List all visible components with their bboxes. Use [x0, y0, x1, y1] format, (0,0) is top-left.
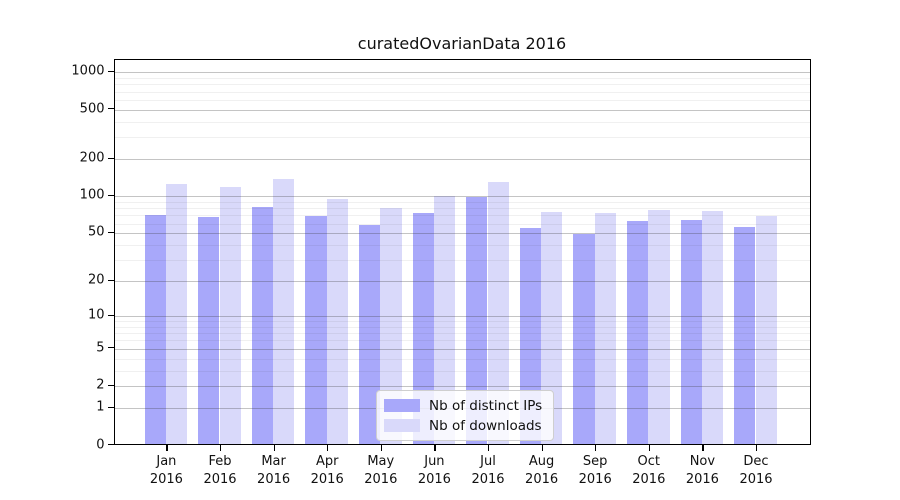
gridline-500 — [114, 109, 810, 111]
bar-distinct-ips-may — [358, 225, 381, 444]
y-axis-label-2: 2 — [96, 377, 105, 393]
y-axis-label-50: 50 — [87, 224, 105, 240]
y-axis-label-500: 500 — [79, 101, 105, 117]
gridline-minor-400 — [114, 121, 810, 123]
y-axis-label-10: 10 — [87, 307, 105, 323]
bar-downloads-dec — [755, 215, 777, 444]
bar-downloads-nov — [701, 211, 724, 444]
x-axis-label-mar: Mar 2016 — [257, 454, 291, 487]
x-axis-tick-apr — [327, 444, 329, 451]
x-axis-label-may: May 2016 — [364, 454, 398, 487]
legend-entry-downloads: Nb of downloads — [384, 417, 546, 434]
bar-distinct-ips-oct — [626, 220, 649, 444]
y-axis-tick-0 — [107, 444, 114, 446]
plot-area — [113, 59, 811, 445]
bar-downloads-aug — [541, 211, 563, 444]
x-axis-tick-jan — [166, 444, 168, 451]
x-axis-label-jul: Jul 2016 — [471, 454, 505, 487]
bar-distinct-ips-feb — [198, 217, 220, 444]
bar-distinct-ips-apr — [305, 216, 327, 444]
x-axis-tick-feb — [220, 444, 222, 451]
x-axis-label-apr: Apr 2016 — [310, 454, 344, 487]
legend-label-distinct-ips: Nb of distinct IPs — [429, 397, 543, 414]
y-axis-label-1000: 1000 — [71, 63, 105, 79]
x-axis-label-feb: Feb 2016 — [203, 454, 237, 487]
bar-distinct-ips-jan — [144, 214, 166, 444]
gridline-minor-600 — [114, 99, 810, 101]
legend: Nb of distinct IPs Nb of downloads — [376, 390, 554, 441]
gridline-minor-300 — [114, 137, 810, 139]
y-axis-label-200: 200 — [79, 150, 105, 166]
legend-label-downloads: Nb of downloads — [429, 417, 542, 434]
y-axis-tick-50 — [107, 231, 114, 233]
bar-distinct-ips-jul — [466, 197, 488, 444]
y-axis-tick-10 — [107, 314, 114, 316]
legend-swatch-distinct-ips — [384, 399, 420, 412]
bar-downloads-may — [380, 207, 402, 444]
gridline-minor-800 — [114, 84, 810, 86]
x-axis-tick-may — [380, 444, 382, 451]
gridline-1000 — [114, 72, 810, 74]
y-axis-label-5: 5 — [96, 340, 105, 356]
y-axis-tick-1000 — [107, 70, 114, 73]
x-axis-tick-aug — [541, 444, 543, 451]
x-axis-tick-mar — [273, 444, 275, 451]
bar-distinct-ips-aug — [519, 228, 542, 444]
bar-downloads-jun — [433, 196, 456, 444]
x-axis-label-nov: Nov 2016 — [685, 454, 719, 487]
bar-distinct-ips-jun — [412, 213, 434, 444]
x-axis-label-sep: Sep 2016 — [578, 454, 612, 487]
y-axis-tick-5 — [107, 347, 114, 349]
x-axis-tick-dec — [756, 444, 758, 451]
x-axis-tick-jun — [434, 444, 436, 451]
x-axis-label-jun: Jun 2016 — [417, 454, 451, 487]
gridline-200 — [114, 159, 810, 161]
bar-downloads-oct — [648, 209, 670, 444]
y-axis-tick-200 — [107, 157, 114, 159]
x-axis-label-jan: Jan 2016 — [149, 454, 183, 487]
legend-swatch-downloads — [384, 419, 420, 432]
bar-downloads-mar — [273, 179, 295, 444]
y-axis-tick-2 — [107, 384, 114, 386]
gridline-minor-900 — [114, 78, 810, 80]
bar-downloads-feb — [219, 187, 241, 444]
bar-downloads-jul — [487, 182, 509, 444]
bar-downloads-jan — [165, 183, 188, 444]
bar-distinct-ips-mar — [251, 206, 274, 444]
bar-distinct-ips-sep — [573, 234, 595, 444]
x-axis-label-dec: Dec 2016 — [739, 454, 773, 487]
bar-downloads-sep — [594, 212, 617, 444]
legend-entry-distinct-ips: Nb of distinct IPs — [384, 397, 546, 414]
x-axis-tick-oct — [648, 444, 650, 451]
y-axis-label-0: 0 — [96, 437, 105, 452]
bar-distinct-ips-dec — [734, 227, 756, 444]
x-axis-tick-nov — [702, 444, 704, 451]
x-axis-label-aug: Aug 2016 — [525, 454, 559, 487]
y-axis-label-1: 1 — [96, 399, 105, 415]
x-axis-label-oct: Oct 2016 — [632, 454, 666, 487]
y-axis-tick-20 — [107, 279, 114, 281]
x-axis-tick-sep — [595, 444, 597, 451]
bar-downloads-apr — [326, 199, 349, 444]
y-axis-tick-500 — [107, 108, 114, 110]
x-axis-tick-jul — [488, 444, 490, 451]
bar-distinct-ips-nov — [680, 219, 702, 444]
gridline-minor-700 — [114, 91, 810, 93]
y-axis-label-100: 100 — [79, 187, 105, 203]
chart-title: curatedOvarianData 2016 — [357, 34, 567, 53]
y-axis-tick-1 — [107, 406, 114, 408]
y-axis-tick-100 — [107, 194, 114, 196]
y-axis-label-20: 20 — [87, 272, 105, 288]
